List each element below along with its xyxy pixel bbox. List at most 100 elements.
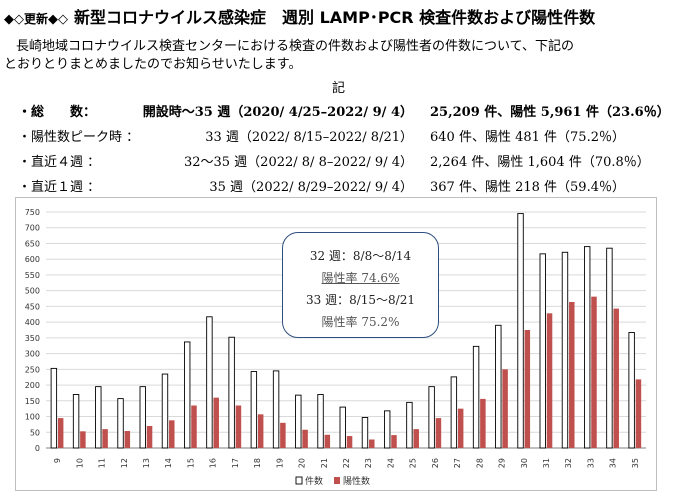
- x-tick-label: 11: [98, 458, 107, 468]
- y-tick-label: 50: [30, 428, 40, 437]
- callout-week33: 33 週：8/15～8/21: [306, 293, 415, 307]
- tests-bar: [250, 371, 258, 449]
- tests-bar: [539, 253, 546, 449]
- positives-bar: [369, 439, 375, 448]
- y-tick-label: 550: [25, 271, 40, 280]
- x-tick-label: 23: [364, 458, 373, 468]
- x-tick-label: 29: [498, 458, 507, 468]
- summary-period: 33 週（2022/ 8/15–2022/ 8/21）: [205, 130, 413, 145]
- title-marks-left: ◆◇: [4, 12, 24, 27]
- positives-bar: [435, 418, 442, 448]
- x-tick-label: 32: [564, 458, 573, 468]
- x-tick-label: 33: [586, 458, 595, 468]
- tests-bar: [50, 367, 58, 449]
- positives-bar: [124, 431, 131, 448]
- x-tick-label: 24: [386, 458, 395, 468]
- positives-bar: [324, 434, 331, 448]
- callout-rate33: 陽性率 75.2%: [321, 315, 400, 329]
- y-tick-label: 300: [25, 350, 40, 359]
- y-tick-label: 500: [25, 287, 40, 296]
- tests-bar: [72, 394, 80, 449]
- ki-heading: 記: [331, 81, 345, 96]
- positives-bar: [413, 429, 419, 448]
- tests-bar: [272, 370, 280, 449]
- x-tick-label: 13: [142, 458, 151, 468]
- x-tick-label: 20: [298, 458, 307, 468]
- x-tick-label: 19: [275, 458, 284, 468]
- legend-label-positives: 陽性数: [343, 475, 370, 487]
- summary-label: ・陽性数ピーク時 ：: [18, 130, 140, 145]
- x-tick-label: 31: [542, 458, 551, 468]
- y-tick-label: 250: [25, 365, 40, 374]
- legend-swatch-positives: [334, 477, 340, 484]
- positives-bar: [257, 414, 264, 448]
- positives-bar: [546, 313, 553, 448]
- y-tick-label: 0: [35, 444, 40, 453]
- summary-label: ・直近４週 ：: [18, 155, 101, 170]
- x-tick-label: 12: [120, 458, 129, 468]
- y-tick-label: 200: [25, 381, 40, 390]
- y-tick-label: 600: [25, 255, 40, 264]
- positives-bar: [280, 422, 286, 448]
- x-tick-label: 18: [253, 458, 262, 468]
- tests-bar: [383, 410, 391, 449]
- positives-bar: [235, 405, 242, 448]
- x-tick-label: 34: [609, 458, 618, 468]
- positives-bar: [302, 429, 308, 448]
- summary-period: 開設時～35 週（2020/ 4/25–2022/ 9/ 4）: [142, 105, 413, 120]
- summary-result: 367 件、陽性 218 件（59.4％）: [430, 180, 625, 195]
- intro-line-1: 長崎地域コロナウイルス検査センターにおける検査の件数および陽性者の件数について、…: [16, 39, 574, 54]
- tests-bar: [495, 324, 502, 449]
- y-tick-label: 450: [25, 302, 40, 311]
- chart-frame: [15, 197, 657, 491]
- positives-bar: [502, 369, 508, 448]
- positives-bar: [191, 405, 197, 448]
- positives-bar: [457, 408, 464, 448]
- tests-bar: [472, 345, 480, 449]
- y-tick-label: 150: [25, 397, 40, 406]
- legend-label-tests: 件数: [305, 475, 323, 487]
- tests-bar: [517, 213, 524, 449]
- title-marks-right: ◆◇: [48, 12, 69, 27]
- callout-week32: 32 週：8/8～8/14: [309, 249, 412, 263]
- x-tick-label: 14: [164, 458, 173, 468]
- y-tick-label: 650: [25, 239, 40, 248]
- positives-bar: [569, 301, 575, 448]
- tests-bar: [583, 246, 591, 449]
- positives-bar: [146, 425, 153, 448]
- positives-bar: [591, 296, 597, 448]
- intro-paragraph: 長崎地域コロナウイルス検査センターにおける検査の件数および陽性者の件数について、…: [4, 38, 676, 74]
- summary-result: 2,264 件、陽性 1,604 件（70.8％）: [430, 155, 650, 170]
- callout-box: 32 週：8/8～8/14 陽性率 74.6% 33 週：8/15～8/21 陽…: [282, 232, 439, 338]
- x-tick-label: 16: [209, 458, 218, 468]
- page-title: ◆◇更新◆◇ 新型コロナウイルス感染症 週別 LAMP･PCR 検査件数および陽性…: [4, 4, 595, 28]
- tests-bar: [339, 406, 346, 449]
- tests-bar: [117, 398, 124, 449]
- tests-bar: [206, 316, 213, 449]
- x-tick-label: 30: [520, 458, 529, 468]
- y-tick-label: 750: [25, 208, 40, 217]
- tests-bar: [606, 247, 613, 449]
- x-tick-label: 21: [320, 458, 329, 468]
- tests-bar: [317, 394, 324, 449]
- positives-bar: [80, 431, 86, 448]
- y-tick-label: 350: [25, 334, 40, 343]
- positives-bar: [102, 429, 108, 448]
- summary-result: 640 件、陽性 481 件（75.2％）: [430, 130, 625, 145]
- x-tick-label: 17: [231, 458, 240, 468]
- intro-line-2: とおりとりまとめましたのでお知らせいたします。: [4, 57, 302, 72]
- y-tick-label: 400: [25, 318, 40, 327]
- positives-bar: [480, 398, 486, 448]
- x-tick-label: 10: [75, 458, 84, 468]
- tests-bar: [428, 386, 435, 449]
- positives-bar: [169, 420, 175, 448]
- y-tick-label: 100: [25, 413, 40, 422]
- tests-bar: [361, 417, 369, 449]
- tests-bar: [95, 386, 102, 449]
- positives-bar: [213, 397, 219, 448]
- tests-bar: [161, 373, 169, 449]
- tests-bar: [139, 386, 146, 449]
- summary-period: 32～35 週（2022/ 8/ 8–2022/ 9/ 4）: [183, 155, 413, 170]
- x-tick-label: 28: [475, 458, 484, 468]
- y-tick-label: 700: [25, 224, 40, 233]
